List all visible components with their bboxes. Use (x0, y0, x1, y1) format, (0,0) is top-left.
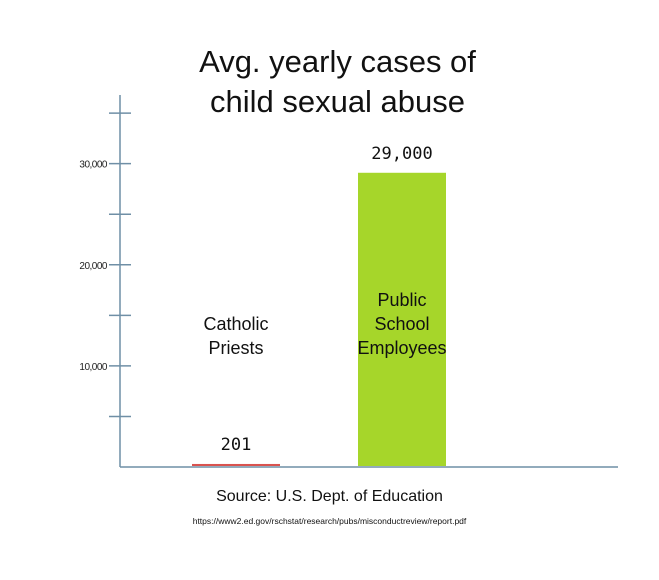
source-url: https://www2.ed.gov/rschstat/research/pu… (192, 516, 467, 526)
bar (192, 463, 280, 466)
y-tick-label: 30,000 (79, 160, 108, 171)
chart-title: Avg. yearly cases of child sexual abuse (199, 44, 476, 119)
source: Source: U.S. Dept. of Education (216, 488, 443, 505)
category-label: Catholic Priests (203, 314, 269, 358)
category-label: Public School Employees (357, 290, 447, 358)
bar (358, 172, 446, 466)
y-tick-label: 20,000 (79, 261, 108, 272)
y-tick-label: 10,000 (79, 362, 108, 373)
value-label: 201 (220, 434, 252, 455)
value-label: 29,000 (371, 143, 433, 164)
